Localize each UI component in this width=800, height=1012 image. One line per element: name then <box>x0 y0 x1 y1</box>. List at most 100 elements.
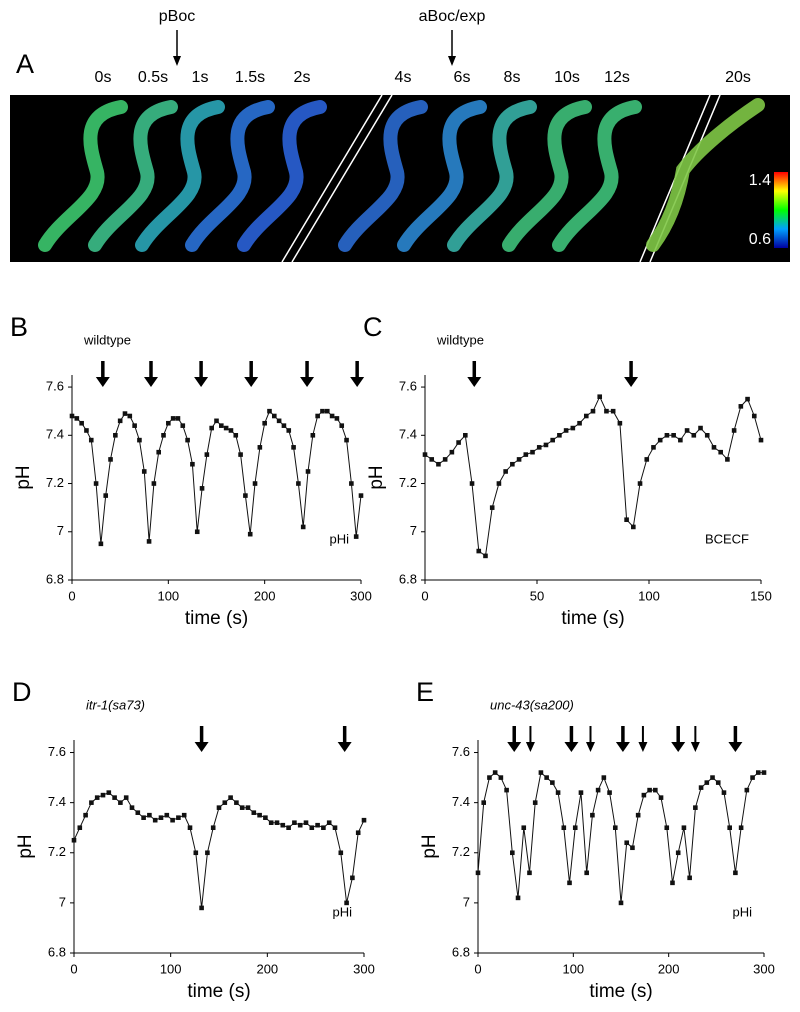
data-point <box>210 825 216 831</box>
annotation: unc-43(sa200) <box>490 697 574 712</box>
data-point <box>268 820 274 825</box>
worm <box>338 100 428 252</box>
data-point <box>239 805 245 810</box>
frame-label: 4s <box>395 69 412 86</box>
data-point <box>251 810 257 815</box>
data-point <box>176 815 181 820</box>
data-point <box>492 770 498 775</box>
x-tick-label: 300 <box>350 588 372 603</box>
x-tick-label: 300 <box>353 961 375 976</box>
data-point <box>127 413 133 419</box>
stimulus-arrowhead <box>194 742 209 752</box>
data-point <box>338 850 344 856</box>
data-point <box>422 452 428 457</box>
data-point <box>108 457 113 462</box>
data-point <box>310 432 316 438</box>
worm <box>185 100 275 252</box>
y-tick-label: 7.2 <box>48 844 66 859</box>
data-point <box>164 812 170 818</box>
data-point <box>238 452 243 457</box>
data-point <box>349 481 354 486</box>
annotation: itr-1(sa73) <box>86 697 145 712</box>
data-point <box>216 805 222 810</box>
data-point <box>123 795 129 800</box>
data-point <box>675 850 681 856</box>
x-axis-title: time (s) <box>185 608 248 629</box>
data-point <box>161 432 166 438</box>
corner-note: BCECF <box>705 531 749 546</box>
data-point <box>141 815 146 820</box>
data-point <box>204 452 210 457</box>
data-point <box>516 457 522 462</box>
data-point <box>146 539 152 544</box>
x-tick-label: 100 <box>160 961 182 976</box>
data-point <box>296 481 301 486</box>
data-point <box>274 820 280 825</box>
x-tick-label: 0 <box>421 588 428 603</box>
data-point <box>498 775 504 780</box>
data-point <box>103 493 109 498</box>
data-line <box>477 771 764 903</box>
data-point <box>84 428 89 433</box>
data-point <box>98 541 104 547</box>
data-point <box>332 825 338 831</box>
y-axis-title: pH <box>13 465 34 489</box>
data-point <box>315 413 320 419</box>
stimulus-arrowhead <box>690 742 700 752</box>
data-point <box>610 408 616 414</box>
data-point <box>590 812 595 818</box>
data-point <box>181 812 187 818</box>
data-point <box>647 787 652 793</box>
data-point <box>93 481 99 486</box>
data-point <box>715 780 721 785</box>
worm <box>38 100 128 252</box>
data-point <box>137 437 142 443</box>
data-point <box>504 787 509 793</box>
worm <box>88 100 178 252</box>
data-point <box>489 505 495 510</box>
y-axis-title: pH <box>15 834 36 858</box>
x-tick-label: 200 <box>254 588 276 603</box>
data-point <box>147 812 152 818</box>
frame-label: 10s <box>554 69 580 86</box>
data-point <box>755 770 761 775</box>
data-point <box>570 425 576 431</box>
corner-note: pHi <box>332 904 352 919</box>
data-point <box>74 416 80 421</box>
data-point <box>731 428 737 433</box>
data-point <box>113 432 118 438</box>
data-point <box>624 840 630 846</box>
data-point <box>158 815 164 820</box>
corner-note: pHi <box>329 531 349 546</box>
data-point <box>350 875 355 881</box>
data-point <box>185 437 190 443</box>
data-point <box>267 408 272 414</box>
data-point <box>630 845 635 851</box>
worm <box>646 98 765 252</box>
data-point <box>515 895 521 901</box>
data-point <box>572 825 578 831</box>
frame-label: 8s <box>504 69 521 86</box>
data-point <box>315 822 320 828</box>
data-point <box>132 423 137 428</box>
data-point <box>94 795 100 800</box>
data-point <box>738 825 744 831</box>
data-point <box>193 850 199 856</box>
data-point <box>228 795 233 800</box>
data-point <box>758 437 764 443</box>
data-point <box>664 432 670 438</box>
data-point <box>180 423 186 428</box>
annotation: wildtype <box>83 332 131 347</box>
data-point <box>744 787 750 793</box>
data-point <box>671 432 676 438</box>
data-point <box>449 449 455 455</box>
data-point <box>245 805 251 810</box>
data-point <box>532 800 538 805</box>
x-tick-label: 0 <box>70 961 77 976</box>
y-tick-label: 7.4 <box>46 427 64 442</box>
stimulus-arrowhead <box>337 742 352 752</box>
data-point <box>71 837 77 843</box>
data-point <box>292 820 297 825</box>
data-point <box>187 825 193 831</box>
data-point <box>693 805 698 810</box>
